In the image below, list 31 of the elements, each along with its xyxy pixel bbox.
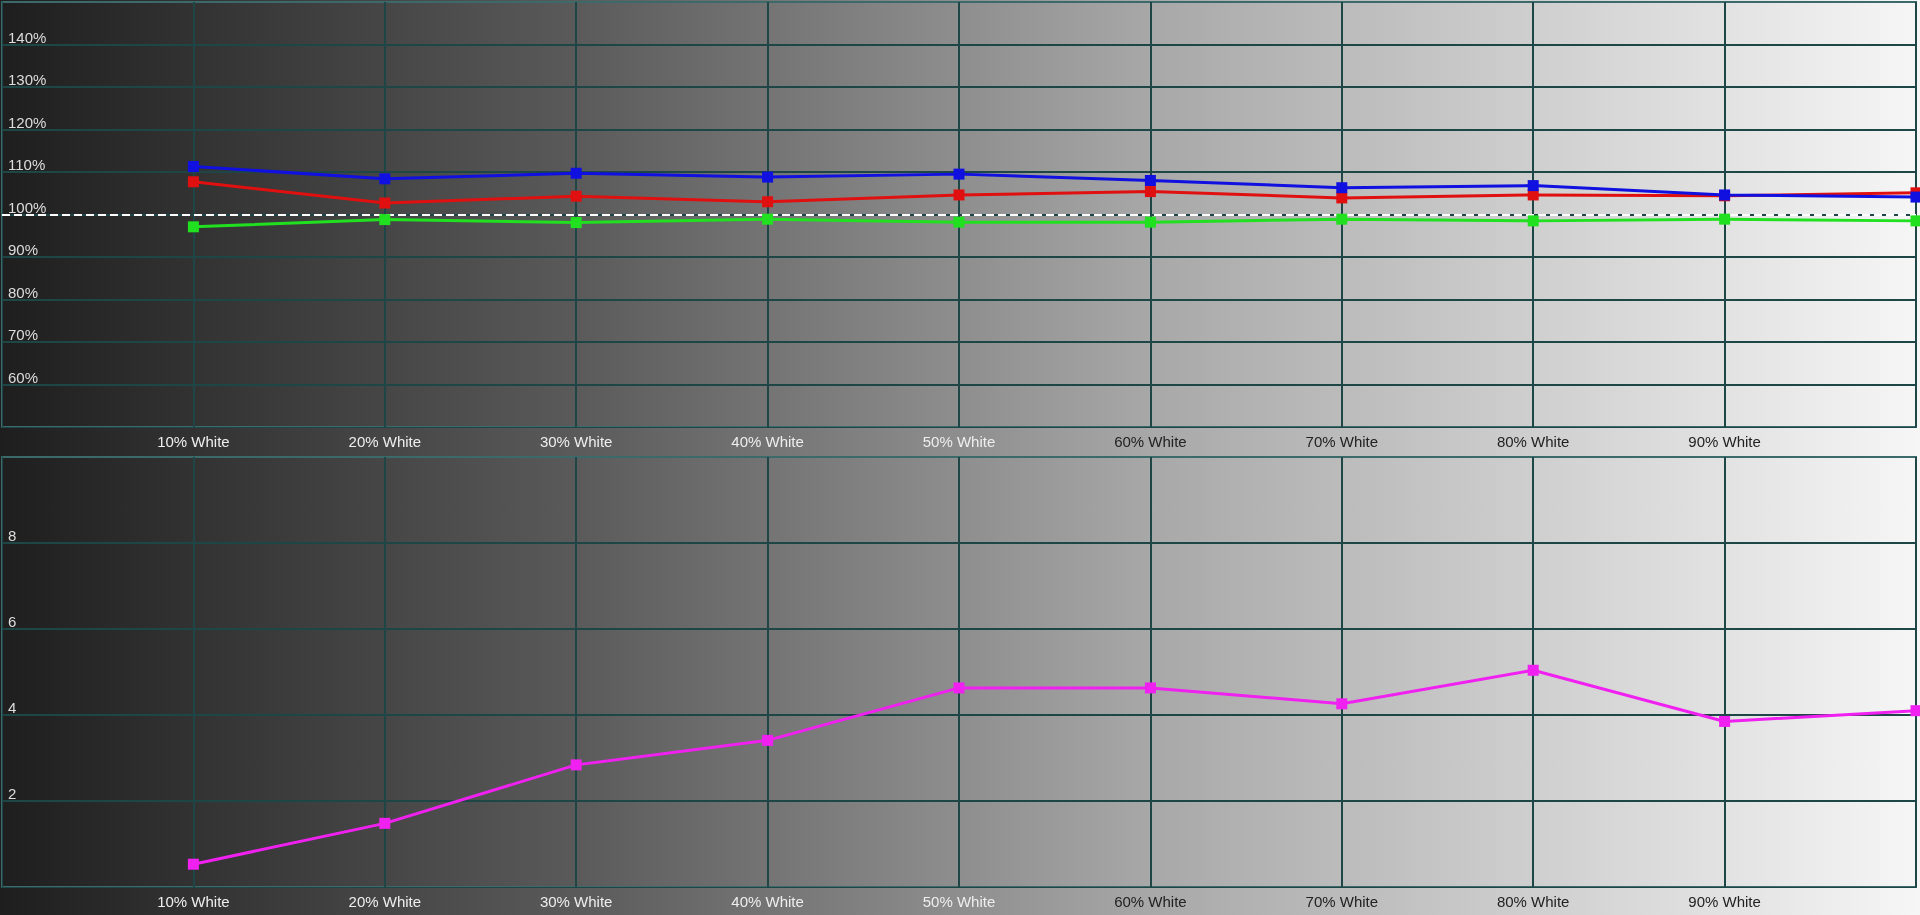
y-tick-label: 110% (8, 156, 46, 173)
x-tick-label: 60% White (1114, 893, 1187, 910)
y-tick-label: 120% (8, 113, 47, 131)
x-tick-label: 60% White (1114, 433, 1187, 450)
y-tick-label: 90% (8, 241, 39, 258)
x-tick-label: 40% White (731, 433, 804, 450)
x-tick-label: 70% White (1305, 433, 1379, 450)
y-tick-label: 8 (8, 527, 17, 544)
x-tick-label: 90% White (1688, 893, 1761, 910)
y-tick-label: 70% (8, 326, 39, 343)
x-tick-label: 50% White (922, 433, 996, 450)
x-tick-label: 90% White (1688, 433, 1761, 450)
x-tick-label: 20% White (348, 893, 422, 910)
x-tick-label: 30% White (539, 433, 613, 450)
x-tick-label: 30% White (539, 893, 613, 910)
y-tick-label: 80% (8, 283, 39, 301)
x-tick-label: 20% White (348, 433, 422, 450)
y-tick-label: 130% (8, 71, 47, 88)
x-tick-label: 10% White (157, 433, 230, 450)
y-tick-label: 140% (8, 28, 47, 46)
y-tick-label: 100% (8, 198, 47, 216)
x-tick-label: 70% White (1305, 893, 1379, 910)
y-tick-label: 6 (8, 613, 17, 630)
x-tick-label: 50% White (922, 893, 996, 910)
x-tick-label: 80% White (1496, 893, 1570, 910)
y-tick-label: 2 (8, 785, 17, 802)
y-tick-label: 60% (8, 368, 39, 386)
x-tick-label: 10% White (157, 893, 230, 910)
y-tick-label: 4 (8, 699, 17, 716)
x-tick-label: 40% White (731, 893, 804, 910)
x-tick-label: 80% White (1496, 433, 1570, 450)
